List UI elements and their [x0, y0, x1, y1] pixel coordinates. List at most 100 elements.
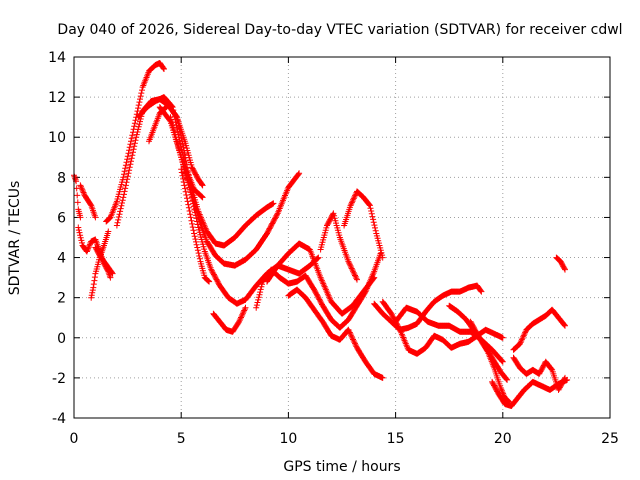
data-point — [239, 311, 246, 318]
data-point — [270, 200, 277, 207]
data-point — [352, 342, 359, 348]
data-point — [173, 113, 180, 120]
data-point — [370, 216, 377, 223]
data-point — [128, 138, 134, 145]
data-point — [135, 126, 142, 133]
data-point — [124, 176, 131, 183]
data-point — [351, 339, 358, 346]
data-point — [135, 102, 142, 109]
data-point — [240, 308, 247, 315]
data-point — [113, 222, 120, 229]
data-point — [123, 179, 130, 186]
data-point — [348, 199, 355, 206]
data-point — [518, 336, 525, 343]
series-arc-18 — [341, 188, 386, 261]
data-point — [241, 306, 248, 313]
data-point — [74, 199, 81, 206]
data-point — [192, 212, 199, 219]
data-point — [199, 181, 205, 188]
data-point — [349, 198, 356, 205]
data-point — [192, 236, 199, 243]
data-point — [192, 209, 199, 216]
data-point — [190, 227, 197, 234]
series-arc-25 — [510, 354, 568, 393]
data-point — [191, 233, 198, 240]
data-point — [345, 258, 352, 265]
series-arc-15 — [264, 240, 378, 317]
data-point — [371, 274, 378, 281]
data-point — [372, 227, 379, 234]
data-point — [257, 286, 264, 293]
x-tick-label: 20 — [494, 431, 512, 447]
data-point — [107, 274, 114, 281]
data-point — [499, 358, 506, 365]
data-point — [118, 202, 125, 209]
data-point — [125, 150, 132, 157]
data-point — [193, 241, 200, 248]
data-point — [548, 366, 555, 373]
data-point — [370, 275, 377, 282]
data-point — [347, 202, 354, 209]
data-point — [255, 296, 262, 303]
data-point — [87, 201, 94, 208]
data-point — [137, 96, 143, 103]
data-point — [121, 168, 128, 175]
data-point — [199, 182, 206, 189]
x-tick-label: 25 — [601, 431, 619, 447]
data-point — [503, 376, 510, 383]
data-point — [115, 214, 122, 220]
data-point — [562, 266, 568, 273]
data-point — [196, 253, 203, 259]
data-point — [351, 194, 358, 200]
data-point — [350, 337, 357, 344]
data-point — [238, 314, 244, 321]
data-point — [179, 138, 186, 145]
data-point — [133, 134, 140, 141]
data-point — [127, 161, 134, 168]
data-point — [350, 196, 357, 203]
data-point — [349, 266, 356, 273]
data-point — [124, 153, 131, 160]
series-arc-17 — [317, 210, 360, 283]
data-point — [193, 215, 200, 222]
plot-frame — [73, 56, 611, 419]
x-axis-label: GPS time / hours — [283, 459, 400, 475]
data-point — [189, 220, 196, 227]
data-point — [347, 262, 354, 269]
data-point — [352, 273, 359, 280]
data-point — [329, 211, 336, 218]
data-point — [135, 105, 142, 112]
data-point — [175, 123, 182, 130]
data-point — [366, 201, 373, 208]
data-point — [177, 129, 184, 136]
data-point — [117, 205, 124, 212]
data-point — [126, 147, 133, 154]
data-point — [180, 179, 187, 186]
data-point — [259, 281, 265, 288]
data-point — [126, 167, 133, 174]
data-point — [75, 224, 82, 231]
data-point — [396, 325, 403, 332]
data-point — [136, 121, 143, 128]
data-point — [372, 224, 378, 231]
data-point — [124, 173, 131, 180]
y-tick-label: 6 — [57, 210, 66, 226]
data-point — [128, 158, 134, 165]
data-point — [126, 144, 133, 151]
data-point — [368, 208, 375, 214]
y-tick-label: 2 — [57, 291, 66, 307]
data-point — [109, 270, 116, 277]
data-point — [183, 192, 190, 198]
data-point — [131, 143, 138, 150]
data-point — [346, 261, 353, 268]
data-point — [178, 135, 185, 142]
data-point — [179, 172, 186, 179]
series-arc-23 — [467, 318, 513, 405]
data-point — [295, 171, 302, 178]
data-point — [366, 202, 373, 209]
data-point — [520, 333, 527, 340]
data-point — [79, 188, 86, 195]
series-arc-1 — [71, 172, 84, 221]
data-point — [160, 65, 167, 72]
x-tick-label: 0 — [70, 431, 79, 447]
